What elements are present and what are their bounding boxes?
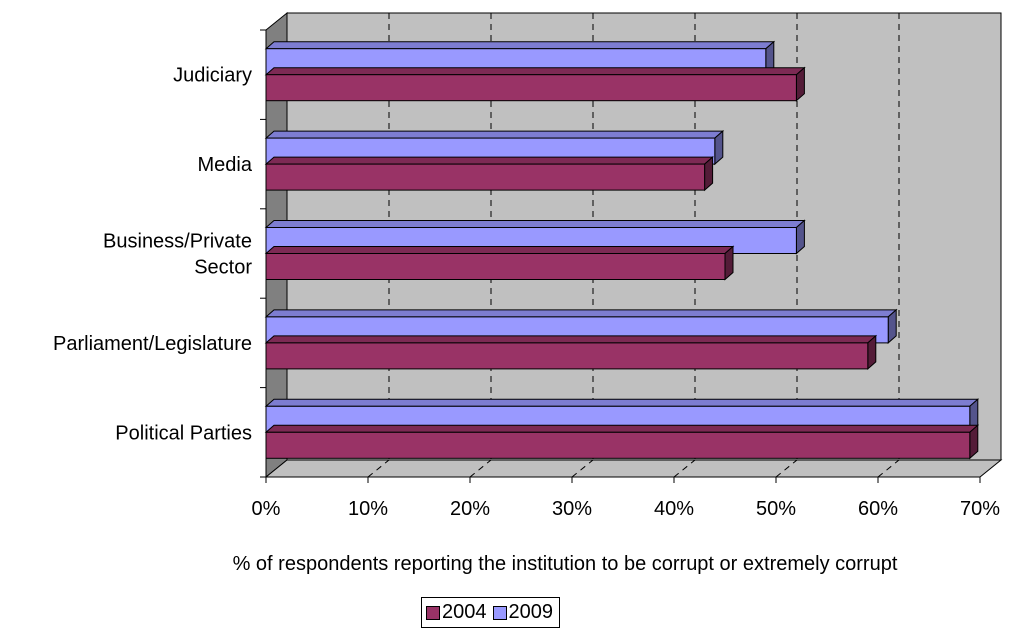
tick-label: 10% [348, 498, 388, 520]
category-label: Parliament/Legislature [53, 333, 252, 355]
legend-item-2004: 2004 [426, 601, 487, 624]
bar-2004 [265, 431, 971, 459]
bar-top-2009 [264, 130, 725, 139]
chart-bars [264, 40, 980, 460]
legend-label-2009: 2009 [508, 601, 554, 623]
floor-gridline [367, 459, 390, 478]
bar-top-2004 [264, 156, 714, 165]
value-axis-ticks: 0% 10% 20% 30% 40% 50% 60% 70% [252, 29, 1000, 520]
bar-top-2009 [264, 398, 980, 407]
bar-2004 [265, 74, 797, 102]
bar-2004 [265, 253, 726, 280]
bar-2004 [265, 342, 869, 370]
category-label: Political Parties [115, 422, 252, 444]
floor [264, 459, 1003, 478]
floor-gridline [571, 459, 594, 478]
legend-swatch-2004 [426, 605, 440, 620]
x-axis-title: % of respondents reporting the instituti… [232, 553, 898, 575]
legend: 2004 2009 [421, 597, 560, 628]
bar-top-2004 [264, 424, 980, 433]
bar-2004 [265, 163, 706, 191]
bar-top-2009 [264, 309, 898, 318]
tick-label: 70% [960, 498, 1000, 520]
category-label: Media [198, 154, 253, 176]
category-label: Business/Private Sector [103, 231, 252, 279]
bar-top-2009 [264, 220, 806, 228]
tick-label: 20% [450, 498, 490, 520]
tick-label: 40% [654, 498, 694, 520]
tick-label: 30% [552, 498, 592, 520]
tick-label: 60% [858, 498, 898, 520]
legend-swatch-2009 [492, 605, 507, 620]
floor-gridline [775, 459, 798, 478]
bar-top-2004 [264, 246, 735, 254]
tick-label: 0% [252, 498, 281, 520]
floor-gridline [469, 459, 492, 478]
category-axis-labels: Judiciary Media Business/Private Sector Parl… [53, 65, 253, 445]
floor-gridline [673, 459, 696, 478]
bar-top-2004 [264, 67, 806, 76]
bar-top-2009 [264, 41, 776, 50]
tick-label: 50% [756, 498, 796, 520]
category-label: Judiciary [173, 65, 252, 87]
bar-top-2004 [264, 335, 878, 344]
legend-item-2009: 2009 [492, 601, 554, 624]
legend-label-2004: 2004 [442, 601, 487, 623]
floor-gridline [877, 459, 900, 478]
